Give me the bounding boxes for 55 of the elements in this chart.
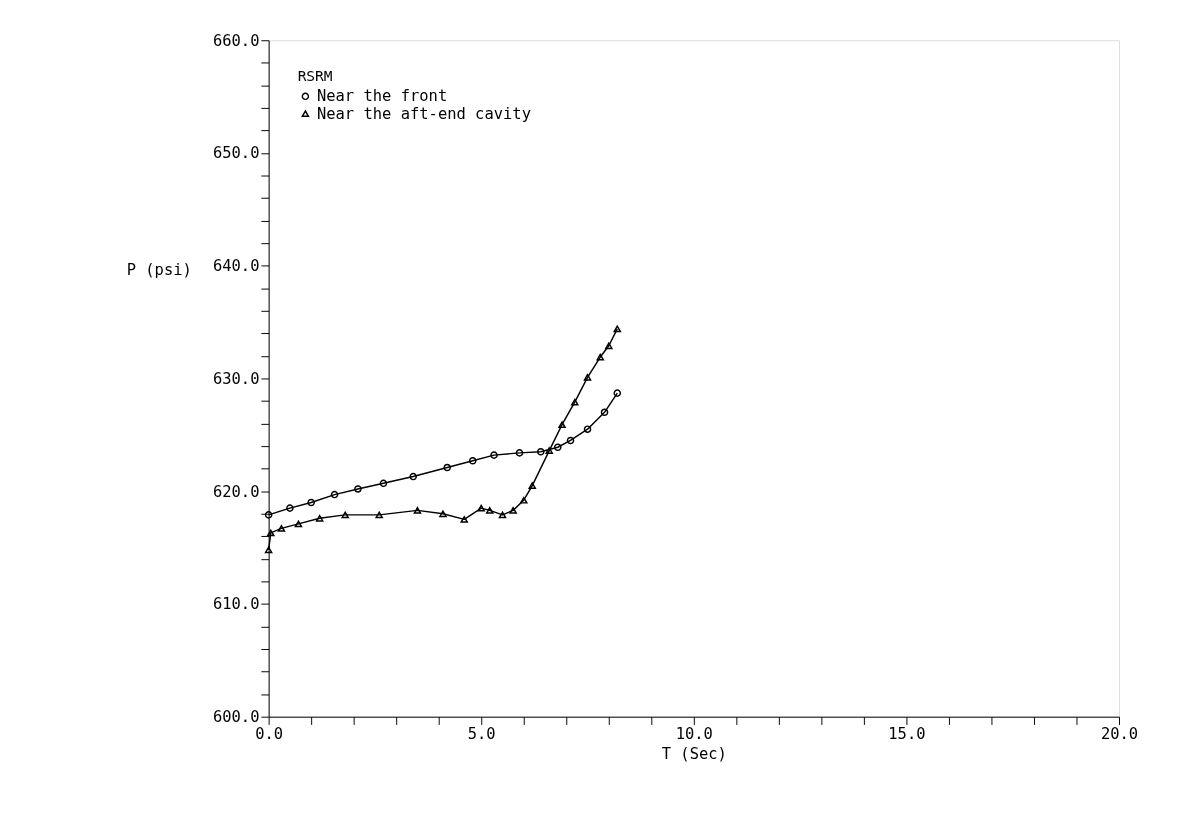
x-tick-label: 10.0 [675,725,713,744]
point [468,456,477,465]
point [375,511,383,519]
point [553,443,562,452]
point [460,516,469,523]
point [570,398,579,406]
point [477,504,486,512]
point [596,353,605,361]
point [307,498,315,507]
point [515,449,524,457]
point [490,451,498,459]
point [315,514,324,522]
point [286,504,294,512]
x-axis-title: T (Sec) [661,744,727,763]
point [443,463,452,472]
point [266,529,275,537]
y-tick-label: 640.0 [212,257,260,276]
y-tick-label: 600.0 [212,708,260,726]
point [558,421,566,429]
y-axis-title: P (psi) [126,260,192,279]
y-tick-label: 620.0 [212,482,260,501]
point [509,507,517,514]
point [354,485,362,493]
x-tick-label: 15.0 [888,725,926,744]
point [277,525,286,532]
x-tick-label: 20.0 [1100,725,1139,744]
y-tick-label: 630.0 [212,369,260,388]
point [605,342,613,350]
point [583,373,592,381]
y-tick-label: 610.0 [212,595,260,614]
point [583,425,592,433]
point [519,496,528,504]
x-tick-label: 5.0 [467,725,496,744]
point [613,325,622,333]
point [413,507,422,514]
point [409,472,417,481]
legend-label: Near the front [316,87,448,106]
point [536,447,545,456]
point [498,511,507,519]
point [566,436,575,445]
legend-label: Near the aft-end cavity [316,104,531,123]
legend-title: RSRM [297,67,333,84]
y-tick-label: 650.0 [212,144,260,163]
point [485,507,494,514]
point [379,479,388,488]
point [294,520,303,528]
x-tick-label: 0.0 [255,725,284,744]
point [545,447,554,454]
point [330,490,339,499]
y-tick-label: 660.0 [212,31,260,50]
point [264,546,273,554]
point [528,482,537,489]
point [341,511,349,519]
point [600,408,609,417]
point [439,510,447,518]
